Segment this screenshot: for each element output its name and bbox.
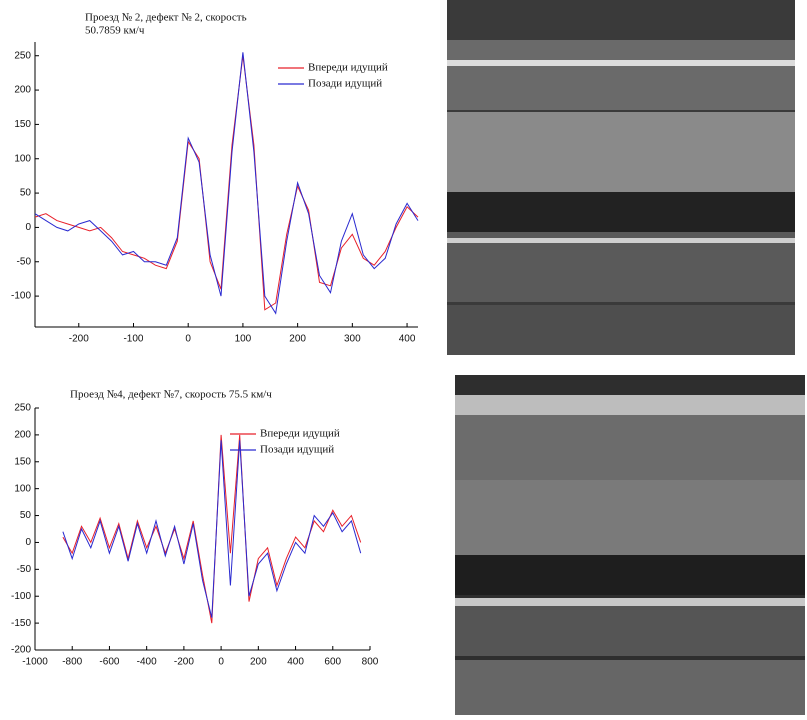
y-tick-label: 100 xyxy=(14,483,31,494)
x-tick-label: 0 xyxy=(218,657,224,668)
x-tick-label: -1000 xyxy=(22,657,48,668)
y-tick-label: 100 xyxy=(14,153,31,164)
x-tick-label: -100 xyxy=(123,334,143,345)
chart-title: Проезд № 2, дефект № 2, скорость xyxy=(85,12,247,24)
y-tick-label: -150 xyxy=(11,618,31,629)
y-tick-label: 250 xyxy=(14,403,31,414)
x-tick-label: -200 xyxy=(69,334,89,345)
legend-label: Впереди идущий xyxy=(260,428,340,440)
x-tick-label: 300 xyxy=(344,334,361,345)
x-tick-label: -800 xyxy=(62,657,82,668)
y-tick-label: -100 xyxy=(11,291,31,302)
x-tick-label: -600 xyxy=(99,657,119,668)
x-tick-label: 400 xyxy=(287,657,304,668)
chart-title: Проезд №4, дефект №7, скорость 75.5 км/ч xyxy=(70,389,272,401)
y-tick-label: 50 xyxy=(20,510,32,521)
y-tick-label: 50 xyxy=(20,188,32,199)
y-tick-label: 150 xyxy=(14,119,31,130)
y-tick-label: 200 xyxy=(14,430,31,441)
legend-label: Впереди идущий xyxy=(308,62,388,74)
y-tick-label: -50 xyxy=(17,256,32,267)
photo-bottom xyxy=(455,375,805,715)
y-tick-label: 0 xyxy=(25,222,31,233)
x-tick-label: 800 xyxy=(362,657,379,668)
x-tick-label: 0 xyxy=(185,334,191,345)
x-tick-label: 400 xyxy=(399,334,416,345)
y-tick-label: -200 xyxy=(11,645,31,656)
y-tick-label: -50 xyxy=(17,564,32,575)
x-tick-label: 200 xyxy=(289,334,306,345)
y-tick-label: 0 xyxy=(25,537,31,548)
x-tick-label: -200 xyxy=(174,657,194,668)
y-tick-label: -100 xyxy=(11,591,31,602)
x-tick-label: 200 xyxy=(250,657,267,668)
series-line xyxy=(62,434,362,624)
legend-label: Позади идущий xyxy=(260,444,334,456)
series-line xyxy=(34,52,419,315)
y-tick-label: 250 xyxy=(14,50,31,61)
x-tick-label: -400 xyxy=(137,657,157,668)
chart-title: 50.7859 км/ч xyxy=(85,25,145,37)
y-tick-label: 150 xyxy=(14,456,31,467)
photo-top xyxy=(447,0,795,355)
y-tick-label: 200 xyxy=(14,85,31,96)
x-tick-label: 100 xyxy=(235,334,252,345)
x-tick-label: 600 xyxy=(324,657,341,668)
legend-label: Позади идущий xyxy=(308,78,382,90)
series-line xyxy=(34,55,419,311)
series-line xyxy=(62,440,362,618)
